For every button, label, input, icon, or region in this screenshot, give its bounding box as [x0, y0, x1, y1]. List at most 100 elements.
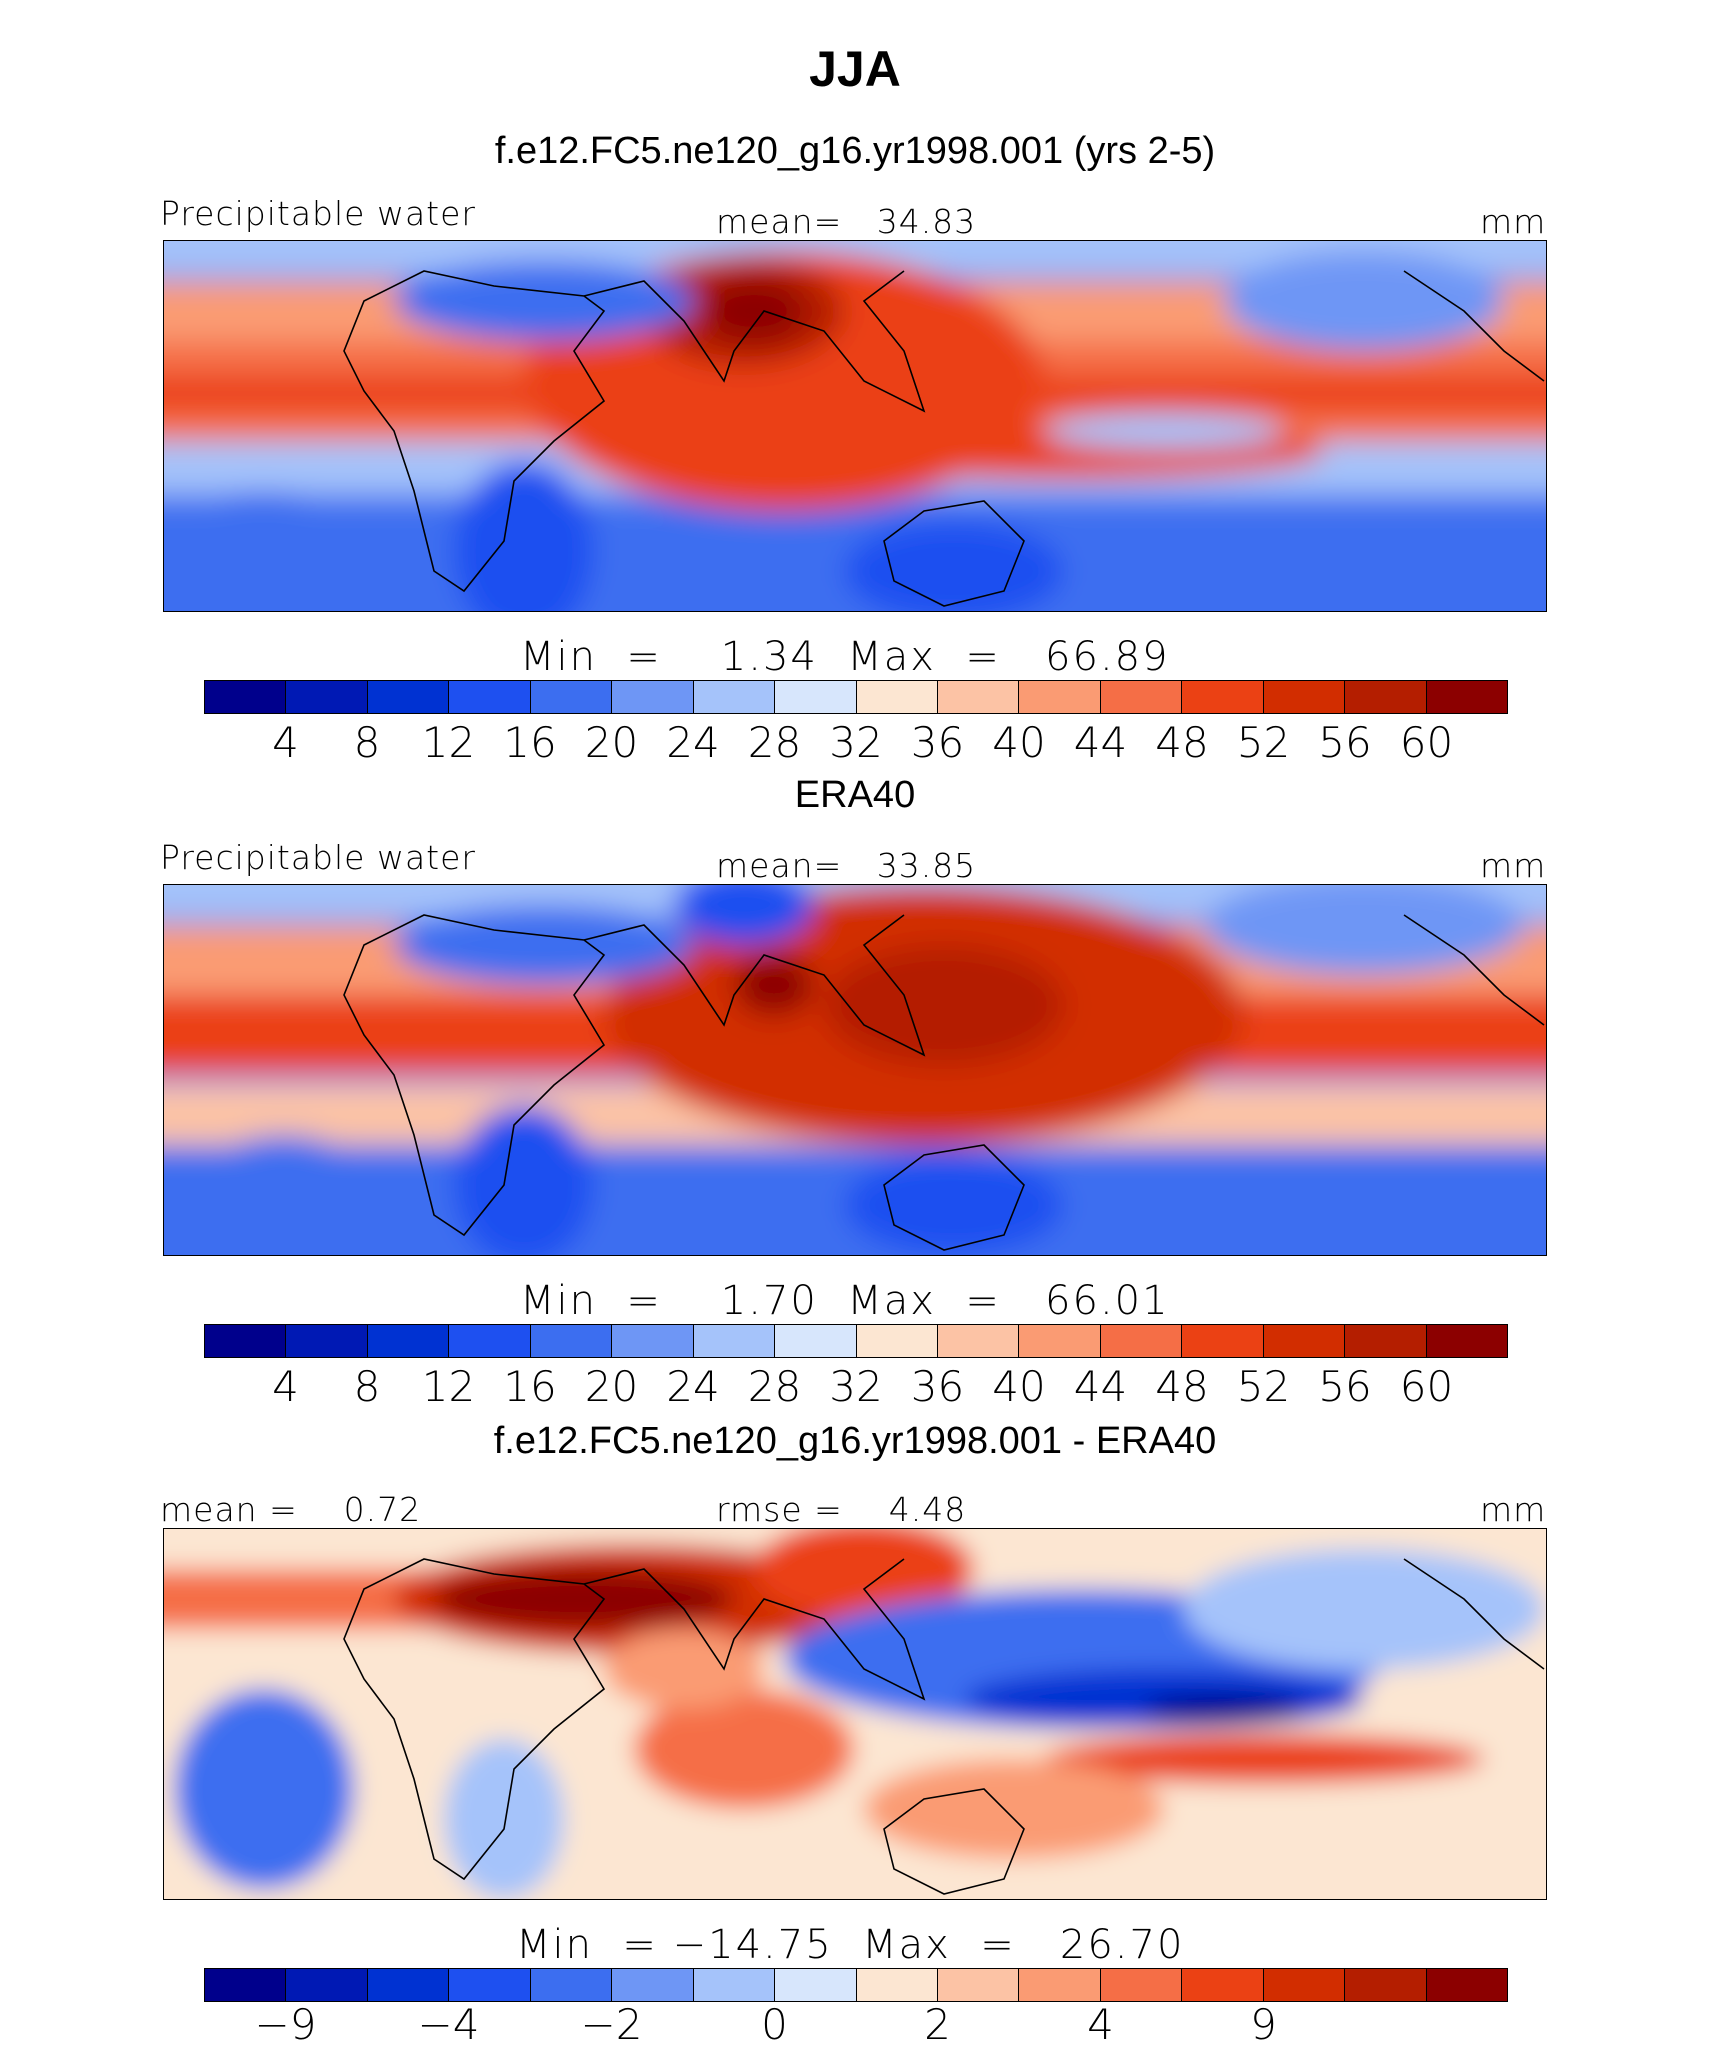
colorbar-box — [1425, 1969, 1507, 2001]
colorbar-tick-label: 4 — [272, 718, 299, 767]
colorbar-box — [1344, 1969, 1426, 2001]
colorbar-box — [1181, 681, 1263, 713]
colorbar-tick-label: 48 — [1155, 1362, 1209, 1411]
colorbar-tick-label: 60 — [1399, 718, 1454, 767]
colorbar-box — [205, 1325, 286, 1357]
panel1-mean-label: mean= 34.83 — [716, 202, 977, 241]
colorbar-box — [611, 1969, 693, 2001]
panel2-map — [163, 884, 1547, 1256]
colorbar-tick-label: 8 — [353, 718, 381, 767]
panel3-minmax: Min = −14.75 Max = 26.70 — [516, 1922, 1185, 1968]
colorbar-tick-label: 44 — [1073, 1362, 1128, 1411]
colorbar-box — [774, 1325, 856, 1357]
panel1-variable-label: Precipitable water — [160, 194, 476, 233]
colorbar-box — [855, 1969, 937, 2001]
colorbar-tick-label: 4 — [1087, 2000, 1114, 2049]
colorbar-box — [611, 681, 693, 713]
colorbar-tick-label: 2 — [924, 2000, 951, 2049]
colorbar-tick-label: 52 — [1236, 718, 1291, 767]
colorbar-tick-label: −2 — [580, 2000, 643, 2049]
colorbar-box — [285, 681, 367, 713]
colorbar-box — [1181, 1325, 1263, 1357]
colorbar-box — [1262, 1325, 1345, 1357]
colorbar-tick-label: 8 — [353, 1362, 381, 1411]
colorbar-tick-label: 32 — [829, 718, 883, 767]
panel2-variable-label: Precipitable water — [160, 838, 476, 877]
colorbar-box — [1099, 1969, 1182, 2001]
colorbar-tick-label: 0 — [761, 2000, 788, 2049]
colorbar-tick-label: 36 — [910, 718, 965, 767]
colorbar-box — [448, 681, 530, 713]
colorbar-box — [936, 1969, 1019, 2001]
colorbar-box — [1018, 681, 1100, 713]
colorbar-box — [529, 1969, 612, 2001]
panel2-subtitle: ERA40 — [794, 774, 916, 816]
panel1-colorbar-ticks: 4 8 12 16 20 24 28 32 36 40 44 48 52 56 60 — [0, 718, 1710, 768]
colorbar-box — [936, 681, 1019, 713]
panel1-subtitle: f.e12.FC5.ne120_g16.yr1998.001 (yrs 2-5) — [494, 130, 1216, 172]
colorbar-box — [855, 1325, 937, 1357]
colorbar-box — [205, 681, 286, 713]
panel3-colorbar-ticks: −9 −4 −2 0 2 4 9 — [0, 2000, 1710, 2049]
panel3-units-label: mm — [1480, 1490, 1547, 1529]
colorbar-box — [529, 1325, 612, 1357]
colorbar-box — [285, 1969, 367, 2001]
panel2-colorbar — [204, 1324, 1508, 1358]
colorbar-tick-label: 4 — [272, 1362, 299, 1411]
panel1-units-label: mm — [1480, 202, 1547, 241]
panel1-map — [163, 240, 1547, 612]
panel3-subtitle: f.e12.FC5.ne120_g16.yr1998.001 - ERA40 — [493, 1420, 1217, 1462]
panel1-colorbar — [204, 680, 1508, 714]
colorbar-box — [205, 1969, 286, 2001]
colorbar-box — [1262, 681, 1345, 713]
panel3-map — [163, 1528, 1547, 1900]
colorbar-tick-label: 20 — [584, 1362, 639, 1411]
colorbar-box — [448, 1325, 530, 1357]
colorbar-tick-label: 12 — [421, 718, 476, 767]
colorbar-tick-label: 20 — [584, 718, 639, 767]
colorbar-tick-label: 28 — [747, 718, 802, 767]
colorbar-box — [855, 681, 937, 713]
colorbar-box — [448, 1969, 530, 2001]
colorbar-box — [936, 1325, 1019, 1357]
colorbar-tick-label: 28 — [747, 1362, 802, 1411]
colorbar-box — [1344, 681, 1426, 713]
colorbar-tick-label: 56 — [1318, 1362, 1372, 1411]
colorbar-tick-label: 24 — [666, 718, 720, 767]
colorbar-tick-label: 40 — [992, 718, 1046, 767]
colorbar-box — [692, 1969, 775, 2001]
colorbar-tick-label: 16 — [503, 718, 557, 767]
main-title: JJA — [809, 41, 901, 97]
colorbar-tick-label: 16 — [503, 1362, 557, 1411]
colorbar-box — [1099, 681, 1182, 713]
panel2-minmax: Min = 1.70 Max = 66.01 — [520, 1278, 1170, 1324]
panel2-mean-label: mean= 33.85 — [716, 846, 977, 885]
colorbar-tick-label: 48 — [1155, 718, 1209, 767]
panel3-rmse-label: rmse = 4.48 — [716, 1490, 967, 1529]
colorbar-box — [1018, 1969, 1100, 2001]
panel1-minmax: Min = 1.34 Max = 66.89 — [520, 634, 1170, 680]
colorbar-tick-label: −4 — [417, 2000, 480, 2049]
colorbar-tick-label: 24 — [666, 1362, 720, 1411]
colorbar-box — [611, 1325, 693, 1357]
colorbar-box — [1344, 1325, 1426, 1357]
colorbar-box — [692, 1325, 775, 1357]
colorbar-box — [285, 1325, 367, 1357]
colorbar-tick-label: 56 — [1318, 718, 1372, 767]
colorbar-tick-label: 9 — [1250, 2000, 1277, 2049]
colorbar-box — [366, 1325, 449, 1357]
colorbar-box — [1425, 681, 1507, 713]
colorbar-box — [1099, 1325, 1182, 1357]
colorbar-box — [1262, 1969, 1345, 2001]
colorbar-box — [1181, 1969, 1263, 2001]
colorbar-tick-label: 36 — [910, 1362, 965, 1411]
colorbar-box — [1018, 1325, 1100, 1357]
panel3-mean-label: mean = 0.72 — [160, 1490, 422, 1529]
panel2-colorbar-ticks: 4 8 12 16 20 24 28 32 36 40 44 48 52 56 60 — [0, 1362, 1710, 1412]
colorbar-box — [529, 681, 612, 713]
colorbar-tick-label: 12 — [421, 1362, 476, 1411]
colorbar-box — [366, 1969, 449, 2001]
colorbar-tick-label: 60 — [1399, 1362, 1454, 1411]
colorbar-tick-label: 40 — [992, 1362, 1046, 1411]
colorbar-box — [774, 681, 856, 713]
